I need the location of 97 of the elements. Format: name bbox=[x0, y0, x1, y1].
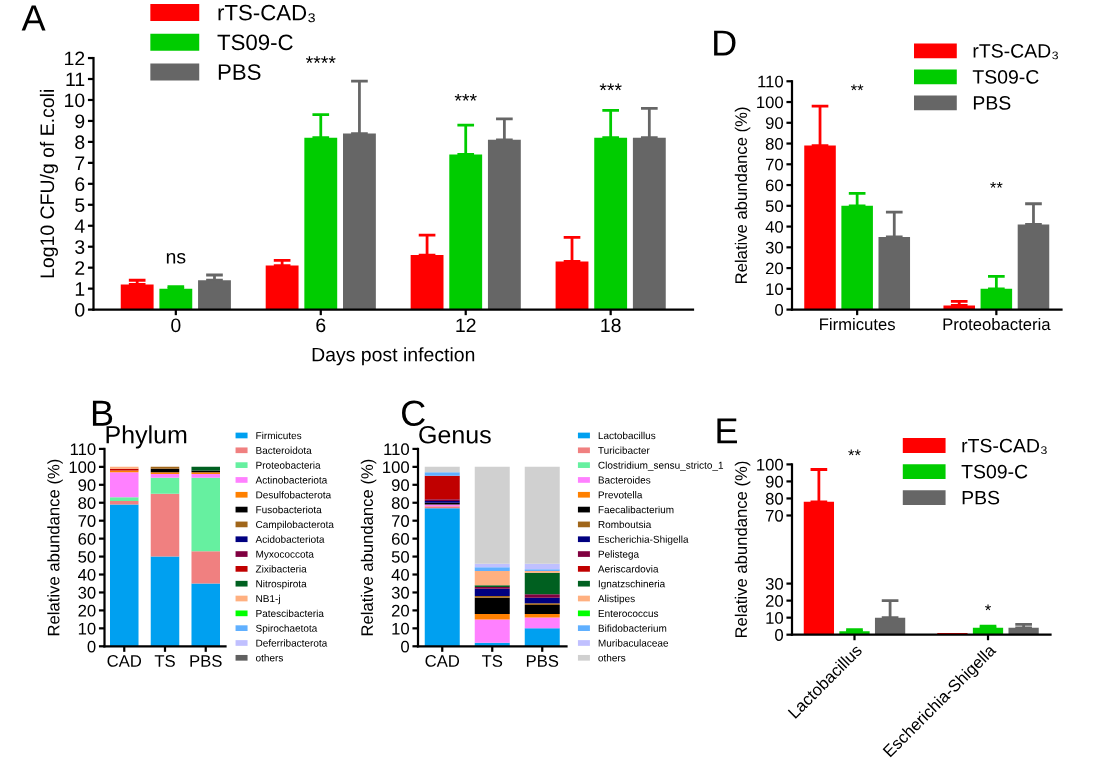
y-tick-label: 1 bbox=[75, 282, 85, 296]
text: E bbox=[717, 418, 737, 444]
y-tick-label: 10 bbox=[78, 622, 96, 635]
annotation: ** bbox=[990, 181, 1003, 188]
x-tick-label: 12 bbox=[456, 318, 476, 333]
y-tick-label: 80 bbox=[78, 497, 96, 509]
text: B bbox=[92, 400, 113, 426]
y-tick-label: 30 bbox=[765, 578, 784, 590]
x-tick-label: Firmicutes bbox=[820, 317, 895, 331]
text: D bbox=[714, 30, 736, 56]
y-tick-label: 7 bbox=[75, 156, 85, 170]
y-tick-label: 20 bbox=[391, 604, 410, 617]
legend-label: PBS bbox=[973, 96, 1011, 110]
text: ** bbox=[848, 449, 861, 456]
y-tick-label: 30 bbox=[391, 586, 410, 599]
legend-label: PBS bbox=[218, 64, 261, 80]
y-axis-title: Relative abundance (%) bbox=[360, 459, 377, 636]
y-tick-label: 100 bbox=[69, 461, 96, 474]
y-tick-label: 70 bbox=[765, 509, 784, 522]
y-tick-label: 10 bbox=[766, 283, 784, 296]
y-tick-label: 100 bbox=[383, 461, 410, 474]
legend-label: rTS-CAD₃ bbox=[218, 4, 315, 23]
y-tick-label: 30 bbox=[765, 241, 784, 254]
y-tick-label: 70 bbox=[391, 515, 410, 527]
x-tick-label: 0 bbox=[171, 318, 181, 333]
y-axis-title: Relative abundance (%) bbox=[734, 461, 751, 638]
y-tick-label: 60 bbox=[765, 179, 784, 192]
y-tick-label: 0 bbox=[775, 629, 784, 641]
x-tick-label: 6 bbox=[316, 318, 326, 333]
y-tick-label: 70 bbox=[78, 515, 96, 527]
y-tick-label: 80 bbox=[391, 497, 410, 509]
y-tick-label: 80 bbox=[765, 492, 784, 505]
y-tick-label: 110 bbox=[758, 75, 784, 88]
y-tick-label: 2 bbox=[75, 261, 85, 275]
y-tick-label: 50 bbox=[78, 550, 96, 563]
y-tick-label: 10 bbox=[392, 622, 410, 635]
y-tick-label: 5 bbox=[75, 198, 85, 213]
y-tick-label: 60 bbox=[78, 533, 96, 545]
y-tick-label: 9 bbox=[75, 114, 85, 129]
y-tick-label: 90 bbox=[765, 475, 784, 488]
x-axis-title: Days post infection bbox=[312, 347, 475, 366]
y-tick-label: 0 bbox=[775, 304, 784, 316]
y-tick-label: 40 bbox=[391, 568, 410, 581]
chart-title: Phylum bbox=[106, 425, 187, 449]
y-tick-label: 50 bbox=[391, 550, 410, 563]
y-tick-label: 50 bbox=[765, 200, 784, 213]
y-tick-label: 0 bbox=[75, 303, 85, 317]
x-tick-label: 18 bbox=[601, 318, 621, 333]
y-tick-label: 40 bbox=[765, 220, 784, 233]
y-tick-label: 20 bbox=[765, 595, 784, 607]
y-axis-title: Relative abundance (%) bbox=[47, 459, 63, 636]
annotation: *** bbox=[599, 83, 622, 91]
annotation: * bbox=[985, 604, 991, 611]
x-tick-label: CAD bbox=[425, 655, 460, 667]
x-tick-label: PBS bbox=[526, 655, 559, 667]
chart-title: Genus bbox=[419, 425, 491, 444]
y-tick-label: 70 bbox=[765, 158, 784, 171]
x-tick-label: TS bbox=[481, 655, 503, 667]
x-tick-label: PBS bbox=[190, 655, 222, 667]
annotation: **** bbox=[305, 56, 336, 63]
annotation: ** bbox=[850, 84, 864, 91]
annotation: ns bbox=[166, 252, 186, 264]
y-axis-title: Log10 CFU/g of E.coli bbox=[39, 90, 58, 278]
text: C bbox=[402, 400, 425, 426]
legend-label: TS09-C bbox=[217, 34, 293, 51]
y-tick-label: 10 bbox=[65, 93, 85, 108]
y-tick-label: 20 bbox=[765, 262, 784, 275]
y-tick-label: 80 bbox=[765, 137, 784, 150]
y-tick-label: 40 bbox=[78, 568, 96, 581]
y-axis-title: Relative abundance (%) bbox=[734, 107, 751, 283]
legend-label: TS09-C bbox=[972, 70, 1039, 84]
y-tick-label: 8 bbox=[75, 135, 85, 150]
x-tick-label: Proteobacteria bbox=[943, 317, 1051, 331]
y-tick-label: 60 bbox=[391, 533, 410, 545]
annotation: *** bbox=[454, 93, 477, 101]
x-tick-label: TS bbox=[154, 655, 175, 667]
y-tick-label: 10 bbox=[766, 612, 784, 624]
y-tick-label: 100 bbox=[757, 96, 784, 109]
legend-label: rTS-CAD₃ bbox=[962, 438, 1047, 455]
y-tick-label: 3 bbox=[75, 240, 85, 254]
y-tick-label: 90 bbox=[78, 479, 96, 492]
y-tick-label: 100 bbox=[757, 458, 784, 471]
y-tick-label: 11 bbox=[66, 72, 85, 87]
legend-label: PBS bbox=[962, 490, 1000, 505]
y-tick-label: 20 bbox=[78, 604, 96, 617]
y-tick-label: 90 bbox=[765, 117, 784, 129]
text: A bbox=[21, 5, 46, 31]
y-tick-label: 4 bbox=[74, 219, 85, 233]
legend-label: rTS-CAD₃ bbox=[973, 44, 1058, 60]
y-tick-label: 6 bbox=[75, 177, 85, 192]
y-tick-label: 110 bbox=[70, 443, 96, 456]
legend-label: TS09-C bbox=[961, 464, 1028, 479]
y-tick-label: 30 bbox=[78, 586, 96, 599]
y-tick-label: 12 bbox=[65, 51, 85, 66]
x-tick-label: CAD bbox=[107, 655, 142, 667]
y-tick-label: 90 bbox=[391, 479, 410, 492]
y-tick-label: 110 bbox=[384, 443, 410, 456]
